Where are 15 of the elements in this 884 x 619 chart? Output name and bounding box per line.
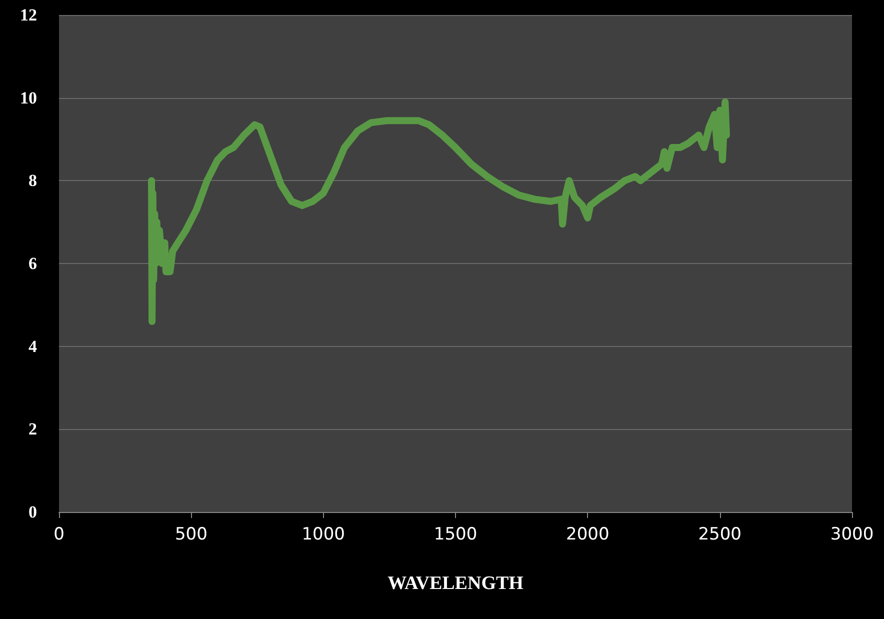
x-tick-label: 2500	[698, 524, 742, 544]
x-tick-label: 0	[54, 524, 64, 544]
x-tick-label: 2000	[566, 524, 610, 544]
y-tick-label: 0	[28, 502, 37, 522]
y-tick-label: 6	[28, 254, 37, 273]
y-tick-label: 10	[20, 88, 37, 108]
y-tick-label: 4	[28, 336, 38, 356]
y-tick-label: 2	[28, 420, 37, 439]
y-tick-label: 8	[28, 171, 37, 190]
x-tick-label: 500	[174, 524, 208, 544]
x-tick-label: 1500	[434, 524, 478, 544]
x-axis-title: WAVELENGTH	[388, 573, 524, 594]
x-tick-label: 1000	[302, 524, 345, 544]
x-tick-label: 3000	[830, 524, 874, 544]
y-tick-label: 12	[20, 6, 37, 24]
